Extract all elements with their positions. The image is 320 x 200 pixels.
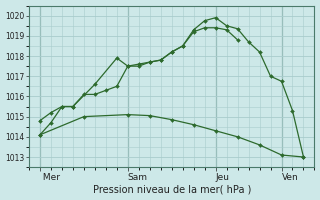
X-axis label: Pression niveau de la mer( hPa ): Pression niveau de la mer( hPa ): [92, 184, 251, 194]
